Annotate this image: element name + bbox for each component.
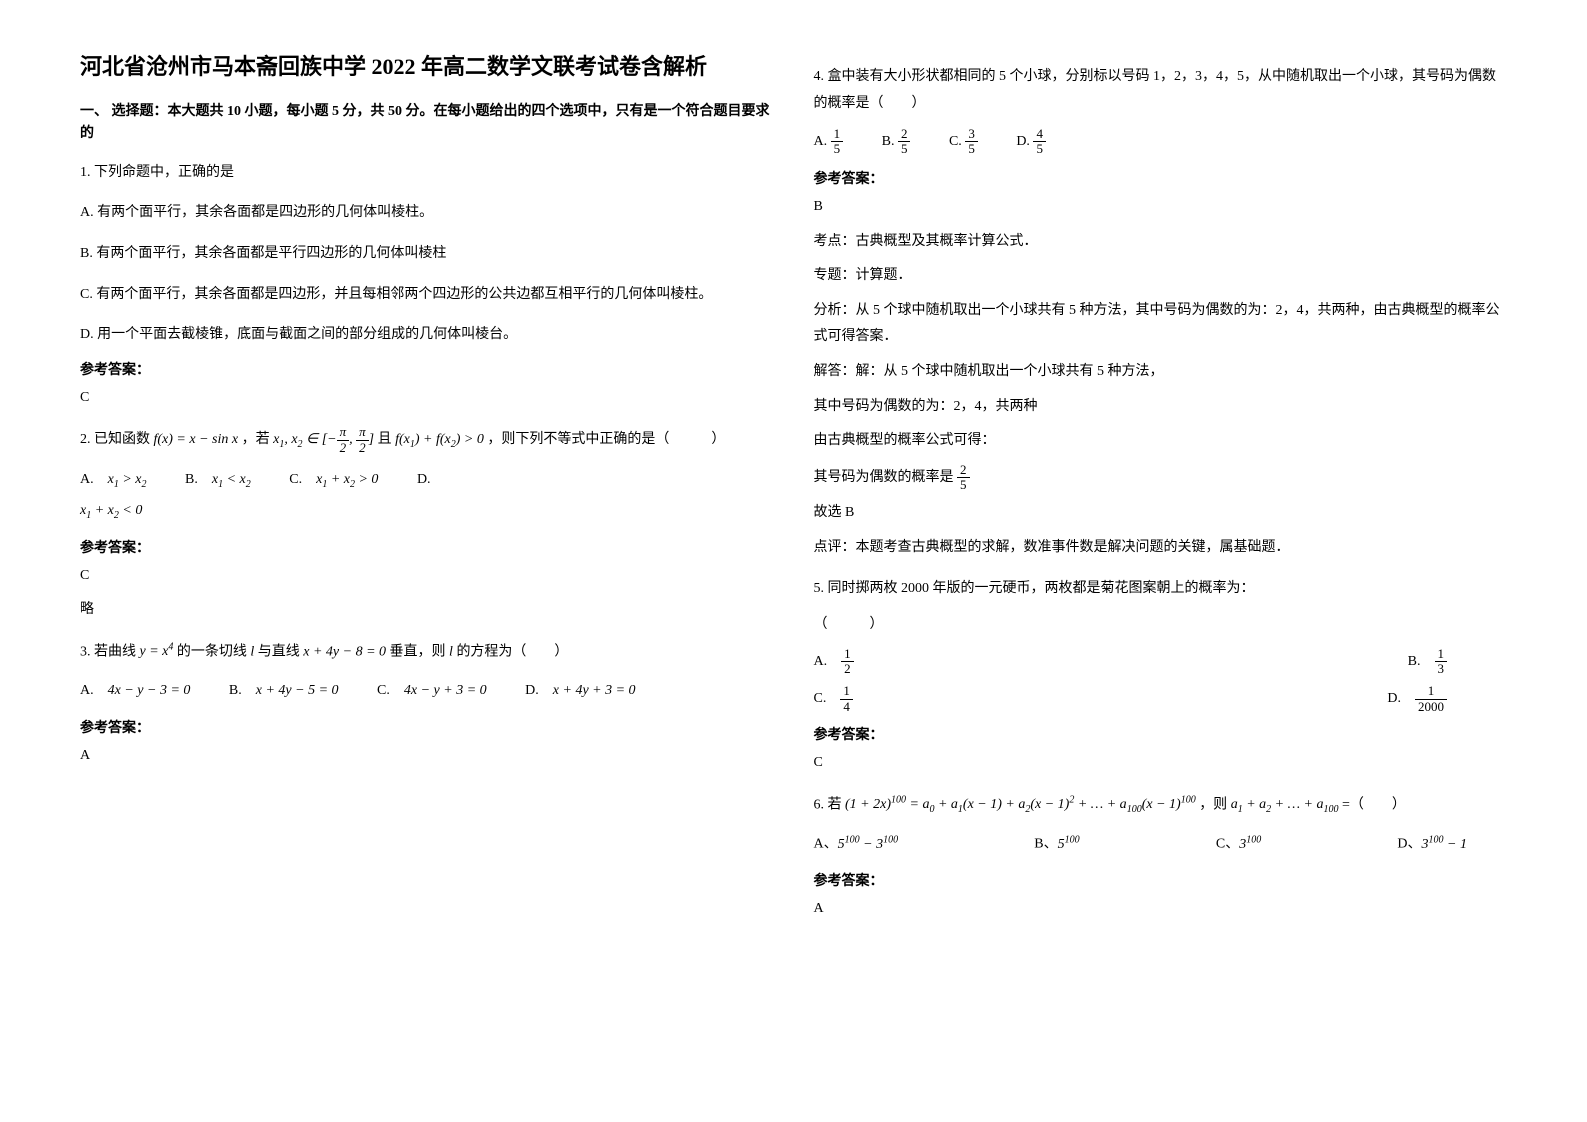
q6-option-a: A、5100 − 3100 [814, 829, 899, 860]
q6-answer-label: 参考答案： [814, 870, 1508, 890]
q6-stem-suffix: =（ ） [1342, 797, 1406, 812]
q4-answer: B [814, 194, 1508, 221]
q3-stem-mid1: 的一条切线 [177, 644, 247, 659]
q4-line2: 专题：计算题． [814, 263, 1508, 290]
q3-option-b: B. x + 4y − 5 = 0 [229, 676, 339, 707]
q2-stem-suffix: ，则下列不等式中正确的是（ ） [487, 432, 725, 447]
q1-option-d: D. 用一个平面去截棱锥，底面与截面之间的部分组成的几何体叫棱台。 [80, 322, 774, 349]
q2-extra: 略 [80, 597, 774, 624]
q2-option-c: C. x1 + x2 > 0 [289, 465, 378, 496]
q4-options: A. 15 B. 25 C. 35 D. 45 [814, 127, 1508, 158]
q4-stem: 4. 盒中装有大小形状都相同的 5 个小球，分别标以号码 1，2，3，4，5，从… [814, 64, 1508, 117]
q6-math-expand: (1 + 2x)100 = a0 + a1(x − 1) + a2(x − 1)… [845, 797, 1196, 812]
document-title: 河北省沧州市马本斋回族中学 2022 年高二数学文联考试卷含解析 [80, 50, 774, 83]
q4-line4: 解答：解：从 5 个球中随机取出一个小球共有 5 种方法， [814, 359, 1508, 386]
q5-option-b: B. 13 [1408, 647, 1447, 677]
q4-line7: 其号码为偶数的概率是 25 [814, 463, 1508, 493]
q4-option-c: C. 35 [949, 127, 978, 158]
q6-options: A、5100 − 3100 B、5100 C、3100 D、3100 − 1 [814, 829, 1508, 860]
q5-option-d: D. 12000 [1387, 684, 1447, 714]
q3-math-curve: y = x4 [140, 644, 177, 659]
q2-options: A. x1 > x2 B. x1 < x2 C. x1 + x2 > 0 D. … [80, 465, 774, 527]
q5-answer: C [814, 750, 1508, 777]
q4-answer-label: 参考答案： [814, 168, 1508, 188]
q6-stem-prefix: 6. 若 [814, 797, 842, 812]
q3-stem-mid3: 垂直，则 [390, 644, 446, 659]
q2-stem-mid2: 且 [378, 432, 392, 447]
q5-blank: （ ） [814, 612, 1508, 639]
q2-option-b: B. x1 < x2 [185, 465, 251, 496]
q4-option-d: D. 45 [1016, 127, 1046, 158]
q5-option-c: C. 14 [814, 684, 853, 714]
q2-option-d-math: x1 + x2 < 0 [80, 503, 142, 518]
q3-stem: 3. 若曲线 y = x4 的一条切线 l 与直线 x + 4y − 8 = 0… [80, 638, 774, 666]
q3-stem-mid2: 与直线 [258, 644, 300, 659]
section-1-title: 一、 选择题：本大题共 10 小题，每小题 5 分，共 50 分。在每小题给出的… [80, 101, 774, 146]
q2-math-x1x2: x1, x2 ∈ [−π2, π2] [273, 432, 378, 447]
q2-option-a: A. x1 > x2 [80, 465, 147, 496]
q4-line8: 故选 B [814, 500, 1508, 527]
q5-answer-label: 参考答案： [814, 724, 1508, 744]
q4-option-b: B. 25 [882, 127, 911, 158]
q3-answer-label: 参考答案： [80, 717, 774, 737]
q1-stem: 1. 下列命题中，正确的是 [80, 160, 774, 187]
q6-math-sum: a1 + a2 + … + a100 [1231, 797, 1339, 812]
q6-option-c: C、3100 [1216, 829, 1261, 860]
q3-math-line: x + 4y − 8 = 0 [303, 644, 389, 659]
q5-options-row2: C. 14 D. 12000 [814, 684, 1508, 714]
q4-line9: 点评：本题考查古典概型的求解，数准事件数是解决问题的关键，属基础题． [814, 535, 1508, 562]
q5-options-row1: A. 12 B. 13 [814, 647, 1508, 677]
q4-option-a: A. 15 [814, 127, 844, 158]
q6-stem-mid: ，则 [1199, 797, 1227, 812]
q3-math-l1: l [250, 644, 257, 659]
q4-line3: 分析：从 5 个球中随机取出一个小球共有 5 种方法，其中号码为偶数的为：2，4… [814, 298, 1508, 351]
q3-option-d: D. x + 4y + 3 = 0 [525, 676, 635, 707]
q2-stem-mid: ，若 [242, 432, 270, 447]
q1-option-c: C. 有两个面平行，其余各面都是四边形，并且每相邻两个四边形的公共边都互相平行的… [80, 282, 774, 309]
q4-line1: 考点：古典概型及其概率计算公式． [814, 229, 1508, 256]
q2-option-d: D. [417, 465, 445, 496]
q1-option-b: B. 有两个面平行，其余各面都是平行四边形的几何体叫棱柱 [80, 241, 774, 268]
q4-line6: 由古典概型的概率公式可得： [814, 428, 1508, 455]
q3-answer: A [80, 743, 774, 770]
q3-option-a: A. 4x − y − 3 = 0 [80, 676, 190, 707]
q2-answer: C [80, 563, 774, 590]
q5-stem: 5. 同时掷两枚 2000 年版的一元硬币，两枚都是菊花图案朝上的概率为： [814, 576, 1508, 603]
q2-math-fx: f(x) = x − sin x [154, 432, 242, 447]
q3-stem-prefix: 3. 若曲线 [80, 644, 136, 659]
q2-answer-label: 参考答案： [80, 537, 774, 557]
q5-option-a: A. 12 [814, 647, 854, 677]
q3-options: A. 4x − y − 3 = 0 B. x + 4y − 5 = 0 C. 4… [80, 676, 774, 707]
q6-answer: A [814, 896, 1508, 923]
q2-stem: 2. 已知函数 f(x) = x − sin x ，若 x1, x2 ∈ [−π… [80, 425, 774, 455]
q2-math-sum: f(x1) + f(x2) > 0 [395, 432, 487, 447]
q3-option-c: C. 4x − y + 3 = 0 [377, 676, 487, 707]
q1-answer: C [80, 385, 774, 412]
q3-stem-suffix: 的方程为（ ） [456, 644, 568, 659]
q6-option-d: D、3100 − 1 [1397, 829, 1467, 860]
q1-answer-label: 参考答案： [80, 359, 774, 379]
q1-option-a: A. 有两个面平行，其余各面都是四边形的几何体叫棱柱。 [80, 200, 774, 227]
q4-line5: 其中号码为偶数的为：2，4，共两种 [814, 394, 1508, 421]
q6-option-b: B、5100 [1034, 829, 1079, 860]
q2-stem-prefix: 2. 已知函数 [80, 432, 150, 447]
q6-stem: 6. 若 (1 + 2x)100 = a0 + a1(x − 1) + a2(x… [814, 791, 1508, 819]
